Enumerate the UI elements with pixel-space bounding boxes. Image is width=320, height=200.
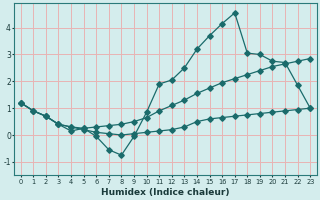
X-axis label: Humidex (Indice chaleur): Humidex (Indice chaleur) [101, 188, 230, 197]
